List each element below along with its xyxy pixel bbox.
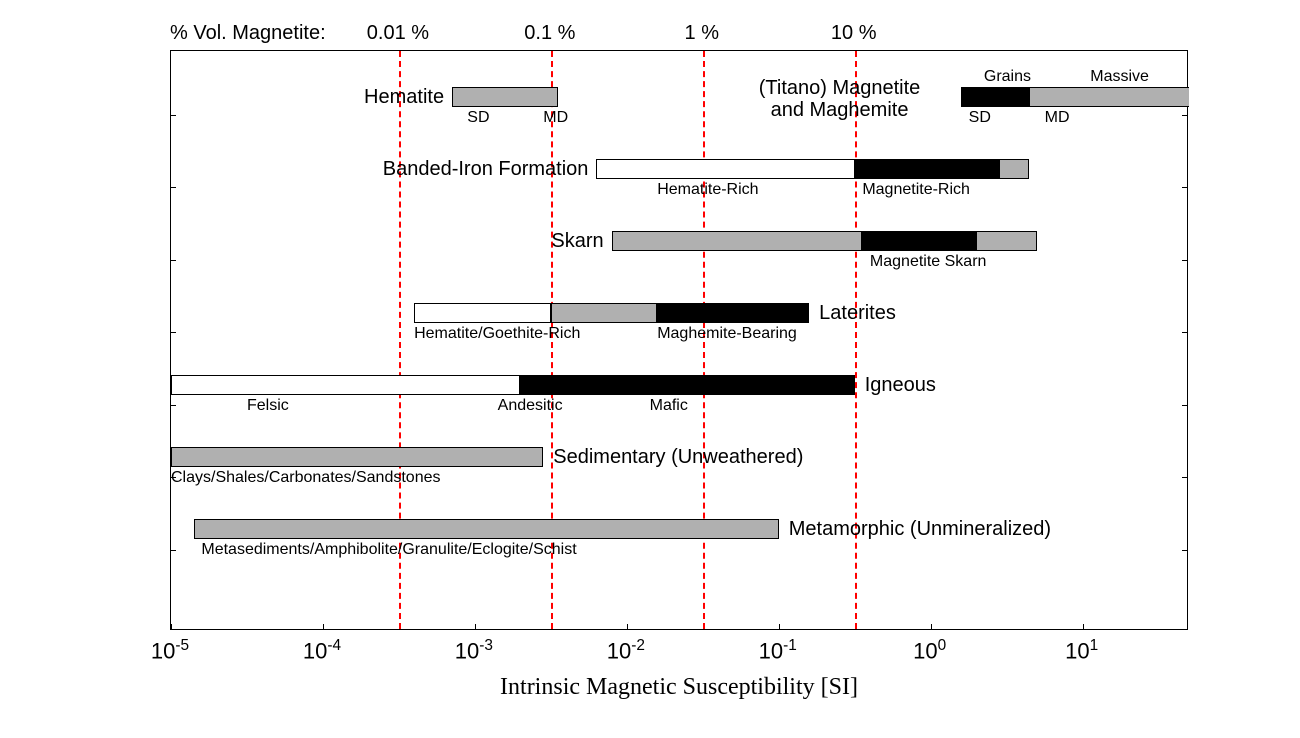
x-tick-base-1: 10: [303, 638, 327, 663]
x-tick-label-5: 100: [913, 638, 946, 664]
x-tick-exp-1: -4: [327, 637, 341, 654]
y-tick-right-3: [1182, 332, 1188, 333]
igneous-seg-label-2: Mafic: [650, 397, 688, 415]
laterites-segment-0: [414, 303, 551, 323]
y-tick-left-6: [170, 550, 176, 551]
x-tick-exp-6: 1: [1090, 637, 1099, 654]
skarn-segment-2: [976, 231, 1037, 251]
hematite-seg-label-0: SD: [467, 109, 489, 127]
y-tick-right-1: [1182, 187, 1188, 188]
hematite-seg-label-1: MD: [543, 109, 568, 127]
hematite-label: Hematite: [364, 86, 444, 108]
y-tick-left-0: [170, 115, 176, 116]
laterites-segment-2: [657, 303, 809, 323]
titano-seg-label-1: MD: [1045, 109, 1070, 127]
titano-segment-1: [1029, 87, 1189, 107]
x-tick-label-6: 101: [1065, 638, 1098, 664]
y-tick-right-2: [1182, 260, 1188, 261]
sedimentary-seg-label-0: Clays/Shales/Carbonates/Sandstones: [171, 469, 441, 487]
titano-label: (Titano) Magnetite and Maghemite: [759, 77, 921, 121]
igneous-seg-label-0: Felsic: [247, 397, 289, 415]
x-axis-title: Intrinsic Magnetic Susceptibility [SI]: [500, 674, 858, 700]
x-tick-base-3: 10: [607, 638, 631, 663]
x-tick-5: [931, 624, 932, 630]
x-tick-exp-3: -2: [631, 637, 645, 654]
y-tick-left-4: [170, 405, 176, 406]
y-tick-left-5: [170, 477, 176, 478]
x-tick-base-6: 10: [1065, 638, 1089, 663]
laterites-label: Laterites: [819, 302, 896, 324]
y-tick-left-3: [170, 332, 176, 333]
igneous-segment-1: [520, 375, 854, 395]
x-tick-label-0: 10-5: [151, 638, 189, 664]
x-tick-6: [1083, 624, 1084, 630]
y-tick-right-5: [1182, 477, 1188, 478]
igneous-label: Igneous: [865, 374, 936, 396]
skarn-seg-label-0: Magnetite Skarn: [870, 253, 987, 271]
x-tick-exp-2: -3: [479, 637, 493, 654]
bif-seg-label-0: Hematite-Rich: [657, 181, 758, 199]
igneous-seg-label-1: Andesitic: [498, 397, 563, 415]
vol-magnetite-title: % Vol. Magnetite:: [170, 22, 326, 44]
bif-seg-label-1: Magnetite-Rich: [862, 181, 970, 199]
titano-top-label-1: Massive: [1090, 68, 1149, 86]
vol-line-label-0: 0.01 %: [367, 22, 429, 44]
bif-label: Banded-Iron Formation: [383, 158, 589, 180]
vol-line-label-3: 10 %: [831, 22, 877, 44]
x-tick-0: [171, 624, 172, 630]
susceptibility-chart: Hematite SD MD Banded-Iron Formation Hematit…: [0, 0, 1300, 738]
x-tick-exp-4: -1: [783, 637, 797, 654]
y-tick-right-4: [1182, 405, 1188, 406]
laterites-seg-label-0: Hematite/Goethite-Rich: [414, 325, 580, 343]
x-tick-base-0: 10: [151, 638, 175, 663]
titano-top-label-0: Grains: [984, 68, 1031, 86]
x-tick-label-2: 10-3: [455, 638, 493, 664]
plot-area: Hematite SD MD Banded-Iron Formation Hematit…: [170, 50, 1188, 630]
sedimentary-label: Sedimentary (Unweathered): [553, 446, 803, 468]
bif-segment-2: [999, 159, 1029, 179]
y-tick-left-1: [170, 187, 176, 188]
y-tick-right-6: [1182, 550, 1188, 551]
x-tick-base-4: 10: [759, 638, 783, 663]
laterites-segment-1: [551, 303, 657, 323]
x-tick-3: [627, 624, 628, 630]
skarn-label: Skarn: [551, 230, 603, 252]
laterites-seg-label-1: Maghemite-Bearing: [657, 325, 797, 343]
titano-seg-label-0: SD: [969, 109, 991, 127]
metamorphic-seg-label-0: Metasediments/Amphibolite/Granulite/Eclo…: [201, 541, 576, 559]
skarn-segment-0: [612, 231, 863, 251]
titano-segment-0: [961, 87, 1029, 107]
x-tick-base-2: 10: [455, 638, 479, 663]
y-tick-right-0: [1182, 115, 1188, 116]
bif-segment-1: [855, 159, 999, 179]
metamorphic-segment-0: [194, 519, 779, 539]
y-tick-left-2: [170, 260, 176, 261]
sedimentary-segment-0: [171, 447, 543, 467]
x-tick-label-4: 10-1: [759, 638, 797, 664]
vol-line-label-2: 1 %: [685, 22, 719, 44]
x-tick-base-5: 10: [913, 638, 937, 663]
x-tick-exp-5: 0: [938, 637, 947, 654]
x-tick-label-1: 10-4: [303, 638, 341, 664]
igneous-segment-0: [171, 375, 520, 395]
x-tick-2: [475, 624, 476, 630]
hematite-segment-0: [452, 87, 558, 107]
x-tick-label-3: 10-2: [607, 638, 645, 664]
vol-line-3: [855, 51, 857, 629]
x-tick-4: [779, 624, 780, 630]
bif-segment-0: [596, 159, 854, 179]
skarn-segment-1: [862, 231, 976, 251]
metamorphic-label: Metamorphic (Unmineralized): [789, 518, 1051, 540]
x-tick-1: [323, 624, 324, 630]
vol-line-label-1: 0.1 %: [524, 22, 575, 44]
x-tick-exp-0: -5: [175, 637, 189, 654]
